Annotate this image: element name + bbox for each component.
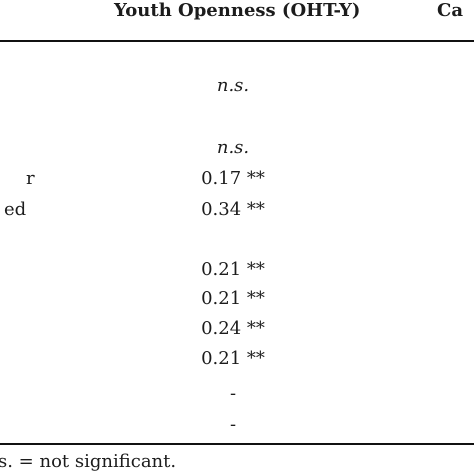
header-youth-openness: Youth Openness (OHT-Y) (114, 0, 361, 21)
youth-value-row-7: 0.24 ** (201, 318, 265, 339)
youth-value-row-10: - (229, 414, 237, 435)
header-next-column-partial: Ca (437, 0, 463, 21)
youth-value-row-4: 0.34 ** (201, 199, 265, 220)
youth-value-row-8: 0.21 ** (201, 348, 265, 369)
youth-value-row-6: 0.21 ** (201, 288, 265, 309)
row-label-partial-r: r (26, 168, 35, 189)
table-bottom-rule (0, 443, 474, 445)
youth-value-row-1: n.s. (216, 75, 250, 96)
youth-value-row-3: 0.17 ** (201, 168, 265, 189)
youth-value-row-5: 0.21 ** (201, 259, 265, 280)
footnote: s. = not significant. (0, 451, 177, 472)
row-label-partial-ed: ed (4, 199, 27, 220)
youth-value-row-9: - (229, 383, 237, 404)
header-bottom-rule (0, 40, 474, 42)
youth-value-row-2: n.s. (216, 137, 250, 158)
